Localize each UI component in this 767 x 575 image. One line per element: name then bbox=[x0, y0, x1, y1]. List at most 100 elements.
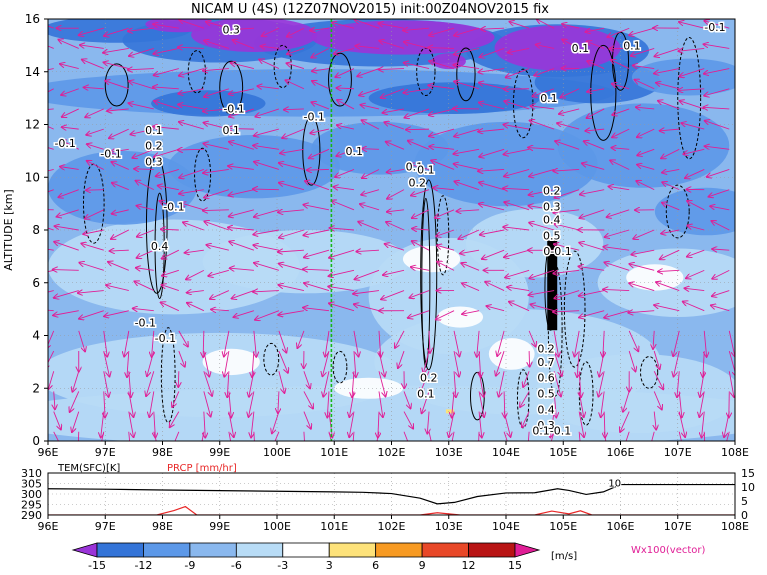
x-tick-label: 107E bbox=[664, 446, 692, 459]
field-patch bbox=[654, 187, 735, 236]
wind-vector bbox=[378, 391, 383, 417]
wind-vector bbox=[329, 269, 355, 276]
field-patch bbox=[437, 306, 484, 328]
colorbar-label: 15 bbox=[508, 559, 522, 572]
left-tick-label: 290 bbox=[21, 509, 42, 522]
wind-vector bbox=[654, 68, 680, 74]
wind-vector bbox=[433, 188, 455, 190]
wind-vector bbox=[178, 350, 185, 367]
colorbar-segment bbox=[189, 542, 237, 558]
wind-vector bbox=[162, 269, 179, 275]
wind-vector bbox=[635, 80, 655, 90]
wind-vector bbox=[104, 62, 129, 70]
wind-vector bbox=[112, 183, 129, 191]
contour-label: 0.4 bbox=[543, 213, 561, 226]
wind-vector bbox=[48, 350, 55, 369]
colorbar-label: 9 bbox=[419, 559, 426, 572]
wind-vector bbox=[705, 121, 730, 130]
wind-vector bbox=[48, 290, 54, 293]
wind-vector bbox=[353, 330, 359, 357]
wind-vector bbox=[179, 169, 204, 177]
wind-vector bbox=[279, 285, 305, 291]
colorbar-segment bbox=[421, 542, 469, 558]
x-tick-label: 101E bbox=[320, 446, 348, 459]
wind-vector bbox=[429, 128, 455, 136]
wind-vector bbox=[553, 371, 561, 396]
field-patch bbox=[311, 121, 449, 175]
wind-vector bbox=[654, 411, 656, 430]
wind-vector bbox=[623, 391, 630, 411]
wind-vector bbox=[728, 330, 735, 356]
wind-vector bbox=[153, 24, 179, 29]
wind-vector bbox=[58, 40, 79, 49]
wind-vector bbox=[224, 330, 230, 357]
wind-vector bbox=[683, 302, 705, 312]
wind-vector bbox=[454, 81, 480, 90]
wind-vector bbox=[329, 249, 355, 258]
wind-vector bbox=[330, 228, 355, 230]
colorbar-segment bbox=[468, 542, 516, 558]
wind-vector bbox=[453, 65, 480, 70]
wind-vector bbox=[84, 87, 104, 88]
wind-vector bbox=[203, 330, 204, 357]
wind-vector bbox=[178, 149, 204, 150]
wind-vector bbox=[48, 248, 54, 251]
wind-vector bbox=[280, 148, 305, 153]
wind-vector bbox=[332, 201, 355, 211]
wind-vector bbox=[479, 103, 505, 110]
wind-vector bbox=[403, 431, 409, 441]
precip-axis-title: PRCP [mm/hr] bbox=[167, 463, 237, 474]
wind-vector bbox=[482, 249, 505, 259]
wind-vector bbox=[461, 263, 480, 271]
wind-vector bbox=[585, 129, 605, 131]
wind-vector bbox=[337, 100, 355, 110]
wind-vector bbox=[378, 23, 405, 29]
wind-vector bbox=[408, 141, 430, 150]
wind-vector bbox=[354, 20, 380, 29]
wind-vector bbox=[48, 169, 54, 172]
wind-vector bbox=[228, 166, 254, 170]
y-tick-label: 8 bbox=[32, 223, 40, 237]
x-tick-label: 108E bbox=[721, 446, 749, 459]
wind-vector bbox=[80, 45, 104, 49]
wind-vector bbox=[204, 189, 230, 198]
wind-vector bbox=[353, 290, 380, 294]
wind-vector bbox=[479, 148, 505, 157]
wind-vector bbox=[60, 64, 79, 70]
wind-vector bbox=[561, 88, 580, 98]
wind-vector bbox=[158, 186, 179, 191]
wind-vector bbox=[70, 391, 80, 411]
wind-vector bbox=[379, 41, 405, 49]
wind-vector bbox=[728, 371, 734, 397]
wind-vector bbox=[229, 189, 254, 196]
wind-vector bbox=[557, 123, 580, 130]
wind-vector bbox=[454, 371, 456, 397]
wind-vector bbox=[312, 69, 330, 72]
wind-vector bbox=[411, 267, 430, 270]
wind-vector bbox=[582, 163, 605, 170]
wind-vector bbox=[231, 63, 254, 70]
wind-vector bbox=[481, 28, 505, 29]
wind-vector bbox=[262, 27, 280, 36]
wind-vector bbox=[278, 310, 305, 315]
wind-vector bbox=[479, 411, 482, 438]
contour-label: 0.4 bbox=[537, 403, 555, 416]
right-tick-label: 15 bbox=[741, 467, 755, 480]
wind-vector bbox=[304, 229, 330, 235]
colorbar-max-arrow bbox=[514, 542, 541, 558]
wind-vector bbox=[72, 411, 80, 432]
contour-label: 0.3 bbox=[543, 200, 561, 213]
wind-vector bbox=[254, 330, 256, 357]
contour-label: 0.2 bbox=[145, 140, 163, 153]
wind-vector bbox=[629, 283, 655, 291]
x-tick-label: 103E bbox=[435, 520, 463, 533]
wind-vector bbox=[431, 160, 455, 170]
wind-vector bbox=[62, 108, 79, 117]
wind-vector bbox=[305, 181, 330, 191]
wind-vector bbox=[403, 411, 413, 429]
wind-vector bbox=[674, 350, 680, 376]
wind-vector bbox=[480, 47, 505, 57]
wind-vector bbox=[379, 330, 381, 357]
colorbar-label: -9 bbox=[184, 559, 195, 572]
wind-vector bbox=[358, 222, 380, 231]
